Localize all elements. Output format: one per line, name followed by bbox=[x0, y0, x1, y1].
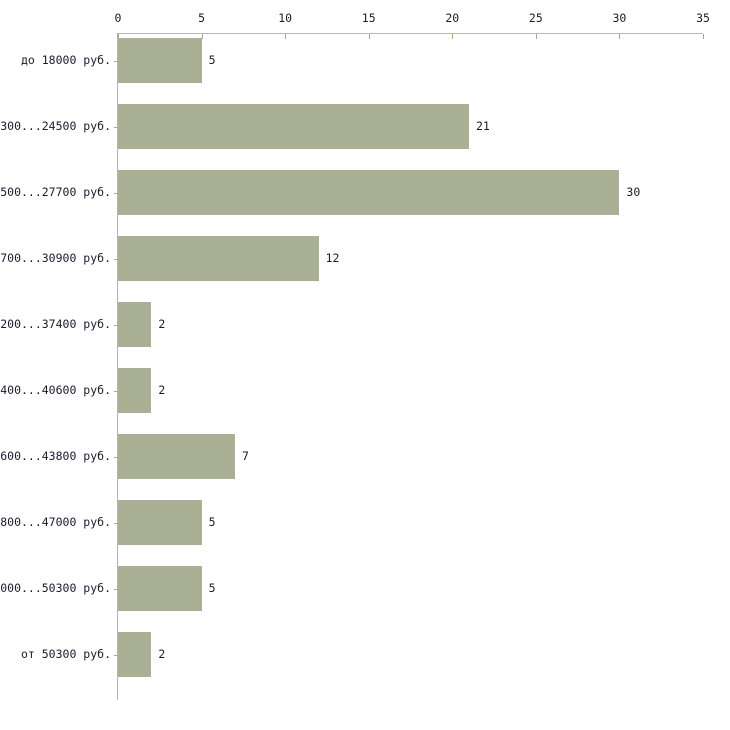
bar[interactable] bbox=[118, 170, 620, 215]
y-axis-tick bbox=[114, 654, 118, 656]
x-axis-tick-label: 30 bbox=[612, 11, 627, 25]
bar-value-label: 2 bbox=[158, 646, 166, 661]
x-axis-tick bbox=[368, 34, 370, 39]
bar[interactable] bbox=[118, 38, 202, 83]
x-axis-tick-label: 15 bbox=[361, 11, 376, 25]
category-label: 47000...50300 руб. bbox=[0, 580, 111, 595]
bar[interactable] bbox=[118, 566, 202, 611]
bar[interactable] bbox=[118, 104, 469, 149]
x-axis-tick-label: 10 bbox=[278, 11, 293, 25]
category-label: 37400...40600 руб. bbox=[0, 382, 111, 397]
y-axis-tick bbox=[114, 522, 118, 524]
x-axis-tick bbox=[118, 34, 119, 39]
bar-value-label: 21 bbox=[476, 118, 490, 133]
bar[interactable] bbox=[118, 302, 152, 347]
x-axis-tick bbox=[535, 34, 537, 39]
bar-value-label: 2 bbox=[158, 316, 166, 331]
x-axis-tick-label: 25 bbox=[528, 11, 543, 25]
category-label: 40600...43800 руб. bbox=[0, 448, 111, 463]
bar-value-label: 12 bbox=[325, 250, 340, 265]
y-axis-tick bbox=[114, 588, 118, 590]
x-axis-tick bbox=[285, 34, 287, 39]
category-label: от 50300 руб. bbox=[20, 646, 111, 661]
y-axis-tick bbox=[114, 324, 118, 326]
bar[interactable] bbox=[118, 434, 235, 479]
y-axis-tick bbox=[114, 258, 118, 260]
x-axis-tick bbox=[452, 34, 454, 39]
x-axis-tick-label: 5 bbox=[198, 11, 206, 25]
x-axis-tick bbox=[619, 34, 621, 39]
y-axis-tick bbox=[114, 456, 118, 458]
y-axis-tick bbox=[114, 126, 118, 128]
category-label: 34200...37400 руб. bbox=[0, 316, 111, 331]
bar-value-label: 5 bbox=[208, 580, 216, 595]
y-axis-line bbox=[117, 33, 118, 700]
category-label: 43800...47000 руб. bbox=[0, 514, 111, 529]
bar[interactable] bbox=[118, 632, 152, 677]
bar[interactable] bbox=[118, 236, 319, 281]
x-axis-tick-label: 0 bbox=[114, 11, 122, 25]
bar-value-label: 2 bbox=[158, 382, 166, 397]
bar-value-label: 30 bbox=[626, 184, 641, 199]
x-axis-tick bbox=[703, 34, 704, 39]
bar[interactable] bbox=[118, 368, 152, 413]
bar-value-label: 5 bbox=[208, 52, 216, 67]
bar[interactable] bbox=[118, 500, 202, 545]
x-axis-line bbox=[118, 33, 703, 34]
y-axis-tick bbox=[114, 192, 118, 194]
category-label: 21300...24500 руб. bbox=[0, 118, 111, 133]
x-axis-tick bbox=[201, 34, 203, 39]
x-axis-tick-label: 35 bbox=[696, 11, 710, 25]
bar-value-label: 7 bbox=[242, 448, 249, 463]
category-label: 27700...30900 руб. bbox=[0, 250, 111, 265]
category-label: до 18000 руб. bbox=[20, 52, 111, 67]
y-axis-tick bbox=[114, 390, 118, 392]
x-axis-tick-label: 20 bbox=[445, 11, 460, 25]
y-axis-tick bbox=[114, 60, 118, 62]
category-label: 24500...27700 руб. bbox=[0, 184, 111, 199]
bar-value-label: 5 bbox=[208, 514, 216, 529]
